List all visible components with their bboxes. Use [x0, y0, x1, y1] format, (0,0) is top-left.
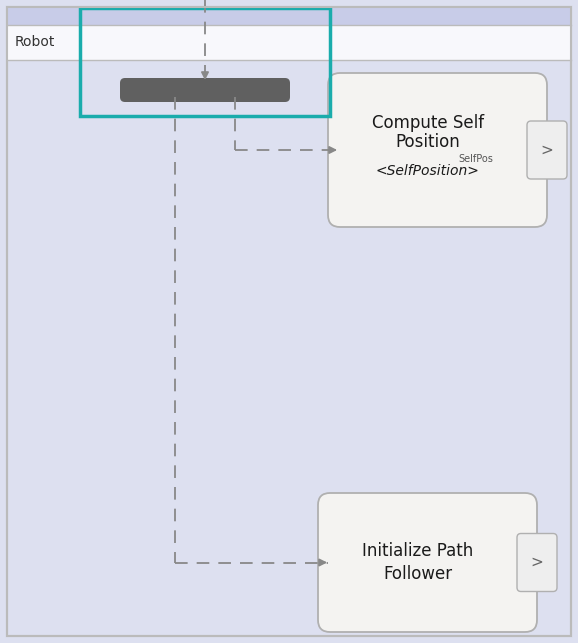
Text: >: > [531, 555, 543, 570]
FancyBboxPatch shape [7, 25, 571, 60]
FancyBboxPatch shape [7, 7, 571, 636]
Text: >: > [540, 143, 553, 158]
FancyBboxPatch shape [527, 121, 567, 179]
FancyBboxPatch shape [517, 534, 557, 592]
FancyBboxPatch shape [120, 78, 290, 102]
FancyBboxPatch shape [328, 73, 547, 227]
Text: Robot: Robot [15, 35, 55, 49]
Text: <SelfPosition>: <SelfPosition> [376, 164, 480, 178]
Text: SelfPos: SelfPos [458, 154, 493, 164]
Text: Initialize Path
Follower: Initialize Path Follower [362, 541, 473, 583]
Text: Compute Self: Compute Self [372, 114, 484, 132]
Text: Position: Position [395, 133, 460, 151]
FancyBboxPatch shape [7, 7, 571, 25]
FancyBboxPatch shape [318, 493, 537, 632]
